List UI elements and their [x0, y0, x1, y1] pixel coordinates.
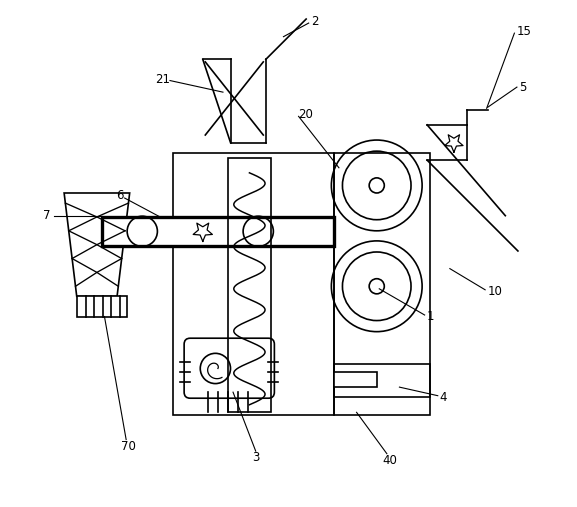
Text: 10: 10	[488, 285, 503, 298]
Text: 6: 6	[116, 189, 123, 202]
Bar	[173, 153, 334, 415]
Text: 7: 7	[43, 209, 50, 222]
Text: 4: 4	[440, 391, 447, 404]
Text: 3: 3	[252, 451, 260, 464]
Text: 21: 21	[155, 73, 170, 86]
Text: 1: 1	[427, 310, 434, 323]
Text: 40: 40	[382, 454, 397, 467]
Bar	[334, 153, 430, 415]
Text: 2: 2	[311, 15, 319, 28]
Bar	[77, 297, 127, 316]
Bar	[334, 365, 430, 397]
Bar	[102, 216, 334, 246]
Text: 70: 70	[121, 440, 136, 453]
Bar	[228, 158, 271, 412]
Text: 15: 15	[516, 25, 531, 38]
Text: 5: 5	[519, 81, 526, 94]
Bar	[334, 372, 377, 387]
Text: 20: 20	[298, 108, 313, 121]
